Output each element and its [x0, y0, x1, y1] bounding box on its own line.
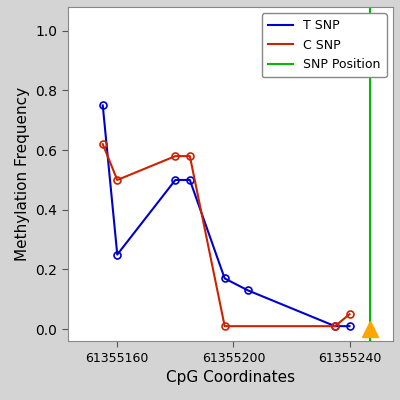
Legend: T SNP, C SNP, SNP Position: T SNP, C SNP, SNP Position — [262, 13, 387, 77]
X-axis label: CpG Coordinates: CpG Coordinates — [166, 370, 295, 385]
Y-axis label: Methylation Frequency: Methylation Frequency — [15, 87, 30, 261]
